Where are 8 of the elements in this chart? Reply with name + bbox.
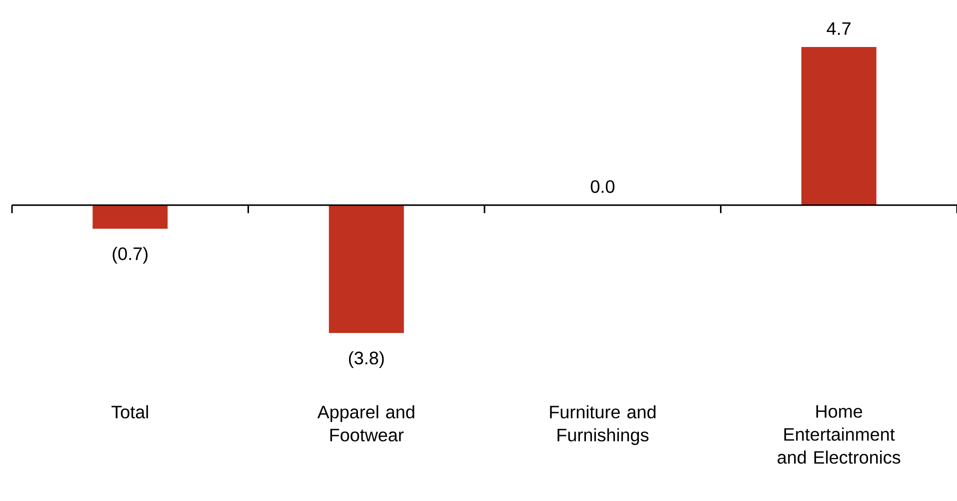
x-tick-label: Total: [112, 405, 148, 418]
x-tick-label: Home Entertainment and Electronics: [778, 405, 900, 464]
data-label: 4.7: [826, 22, 850, 35]
data-label: 0.0: [590, 180, 614, 193]
x-tick-label: Apparel and Footwear: [317, 405, 414, 442]
x-tick-label: Furniture and Furnishings: [550, 405, 656, 445]
data-label: (3.8): [348, 351, 384, 368]
data-label: (0.7): [112, 246, 148, 264]
